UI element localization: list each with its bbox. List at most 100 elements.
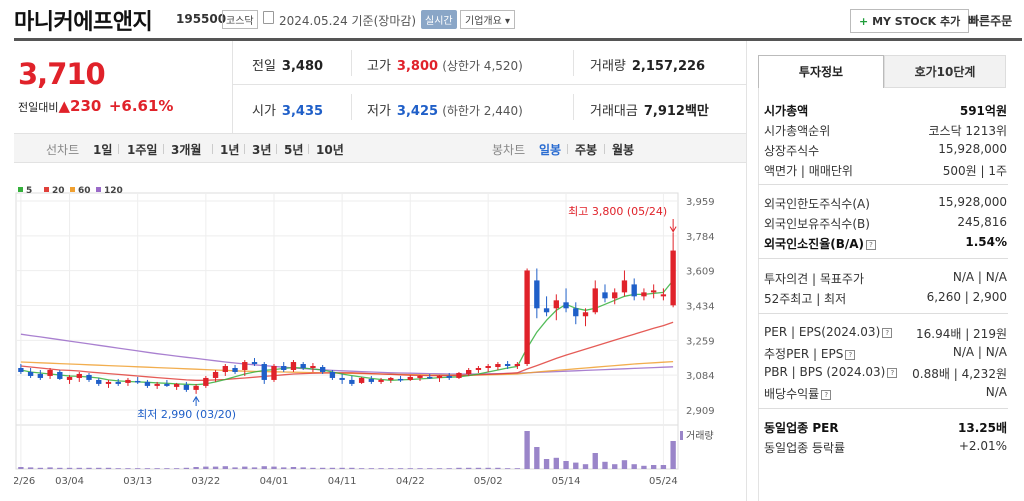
candle-body	[475, 368, 482, 370]
volume-frame	[15, 424, 679, 470]
candle-body	[407, 376, 413, 380]
pbr-row: PBR | BPS (2024.03)? 0.88배 | 4,232원	[764, 365, 1007, 381]
candle-monthly[interactable]: 월봉	[612, 143, 635, 157]
line-chart-label[interactable]: 선차트	[46, 143, 80, 157]
candle-body	[27, 371, 34, 376]
divider	[573, 94, 574, 120]
volume-bar	[368, 468, 375, 469]
candle-body	[281, 366, 287, 370]
volume-bar	[173, 468, 180, 469]
period-1w[interactable]: 1주일	[127, 143, 158, 157]
quick-order-button[interactable]: 빠른주문	[968, 14, 1013, 28]
candle-body	[57, 371, 63, 379]
change-percent: +6.61%	[108, 97, 174, 115]
per-row: PER | EPS(2024.03)? 16.94배 | 219원	[764, 325, 1007, 341]
candle-body	[417, 375, 423, 378]
candle-body	[135, 380, 141, 383]
period-5y[interactable]: 5년	[284, 143, 304, 157]
stock-code: 195500	[176, 12, 227, 26]
52week-row: 52주최고 | 최저 6,260 | 2,900	[764, 290, 1007, 306]
divider	[746, 41, 747, 501]
investment-info-panel: 투자정보 호가10단계 시가총액 591억원 시가총액순위 코스닥 1213위 상장…	[758, 46, 1022, 501]
y-tick-label: 3,259	[686, 336, 715, 347]
candle-body	[164, 383, 170, 386]
legend-label: 60	[78, 186, 91, 196]
candle-body	[242, 362, 248, 370]
volume-bar	[436, 468, 443, 469]
candle-body	[212, 371, 219, 378]
help-icon[interactable]: ?	[887, 368, 898, 378]
candle-daily[interactable]: 일봉	[539, 143, 562, 157]
volume-bar	[57, 467, 63, 469]
opinion-row: 투자의견 | 목표주가 N/A | N/A	[764, 270, 1007, 286]
candle-body	[358, 377, 365, 383]
volume-legend-swatch	[680, 431, 683, 440]
volume-bar	[319, 467, 326, 469]
candle-body	[670, 250, 676, 306]
x-tick-label: 03/13	[123, 476, 152, 487]
info-tabs: 투자정보 호가10단계	[758, 55, 1008, 88]
x-tick-label: 02/26	[14, 476, 35, 487]
help-icon[interactable]: ?	[821, 390, 832, 400]
period-1d[interactable]: 1일	[93, 143, 113, 157]
divider	[758, 88, 759, 501]
separator	[308, 144, 309, 154]
price-chart[interactable]: 3,959 3,784 3,609 3,434 3,259 3,084 2,909 02/26…	[14, 163, 746, 501]
volume-bar	[183, 467, 190, 469]
period-3y[interactable]: 3년	[252, 143, 272, 157]
volume-bar	[358, 468, 365, 469]
separator	[163, 144, 164, 154]
divider	[758, 258, 1008, 259]
foreign-exhaustion-row: 외국인소진율(B/A)? 1.54%	[764, 235, 1007, 251]
add-mystock-button[interactable]: + MY STOCK 추가	[850, 9, 970, 33]
max-arrow-head	[669, 226, 677, 233]
candle-body	[310, 366, 316, 369]
divider	[351, 50, 352, 76]
volume-bar	[37, 467, 44, 469]
high-price: 고가 3,800 (상한가 4,520)	[367, 59, 523, 74]
candle-chart-label[interactable]: 봉차트	[492, 143, 526, 157]
y-tick-label: 3,434	[686, 302, 715, 313]
low-price: 저가 3,425 (하한가 2,440)	[367, 104, 523, 119]
period-10y[interactable]: 10년	[316, 143, 344, 157]
candle-body	[446, 375, 452, 378]
company-info-dropdown[interactable]: 기업개요 ▾	[460, 10, 515, 29]
x-tick-label: 03/04	[55, 476, 84, 487]
candle-body	[96, 379, 102, 384]
divider	[758, 408, 1008, 409]
help-icon[interactable]: ?	[882, 328, 893, 338]
foreign-limit-row: 외국인한도주식수(A) 15,928,000	[764, 195, 1007, 211]
candle-body	[436, 375, 443, 378]
volume-bar	[534, 447, 540, 469]
candle-body	[612, 292, 618, 299]
help-icon[interactable]: ?	[866, 240, 877, 250]
tab-investment-info[interactable]: 투자정보	[758, 55, 884, 88]
realtime-button[interactable]: 실시간	[421, 10, 457, 29]
candle-body	[553, 300, 559, 309]
min-price-annotation: 최저 2,990 (03/20)	[137, 408, 236, 421]
candle-weekly[interactable]: 주봉	[575, 143, 598, 157]
candle-body	[466, 369, 472, 374]
volume-bar	[242, 466, 248, 469]
volume-bar	[641, 465, 647, 469]
document-icon[interactable]	[263, 11, 274, 24]
y-tick-label: 3,084	[686, 371, 715, 382]
legend-swatch	[96, 187, 101, 192]
volume-bar	[563, 461, 569, 469]
divider	[232, 41, 233, 133]
industry-per-row[interactable]: 동일업종 PER 13.25배	[764, 421, 1007, 435]
period-3m[interactable]: 3개월	[171, 143, 202, 157]
help-icon[interactable]: ?	[845, 350, 856, 360]
volume-bar	[524, 431, 530, 469]
candle-body	[378, 379, 384, 382]
volume-bar	[212, 466, 219, 469]
tab-orderbook[interactable]: 호가10단계	[884, 55, 1006, 88]
industry-change-row[interactable]: 동일업종 등락률 +2.01%	[764, 439, 1007, 455]
price-box: 3,710 전일대비▲230 +6.61%	[14, 41, 232, 123]
candle-body	[115, 381, 121, 384]
candle-body	[563, 302, 569, 309]
period-1y[interactable]: 1년	[220, 143, 240, 157]
candle-body	[650, 290, 657, 293]
price-change: 전일대비▲230 +6.61%	[18, 97, 173, 115]
candle-body	[485, 366, 491, 369]
